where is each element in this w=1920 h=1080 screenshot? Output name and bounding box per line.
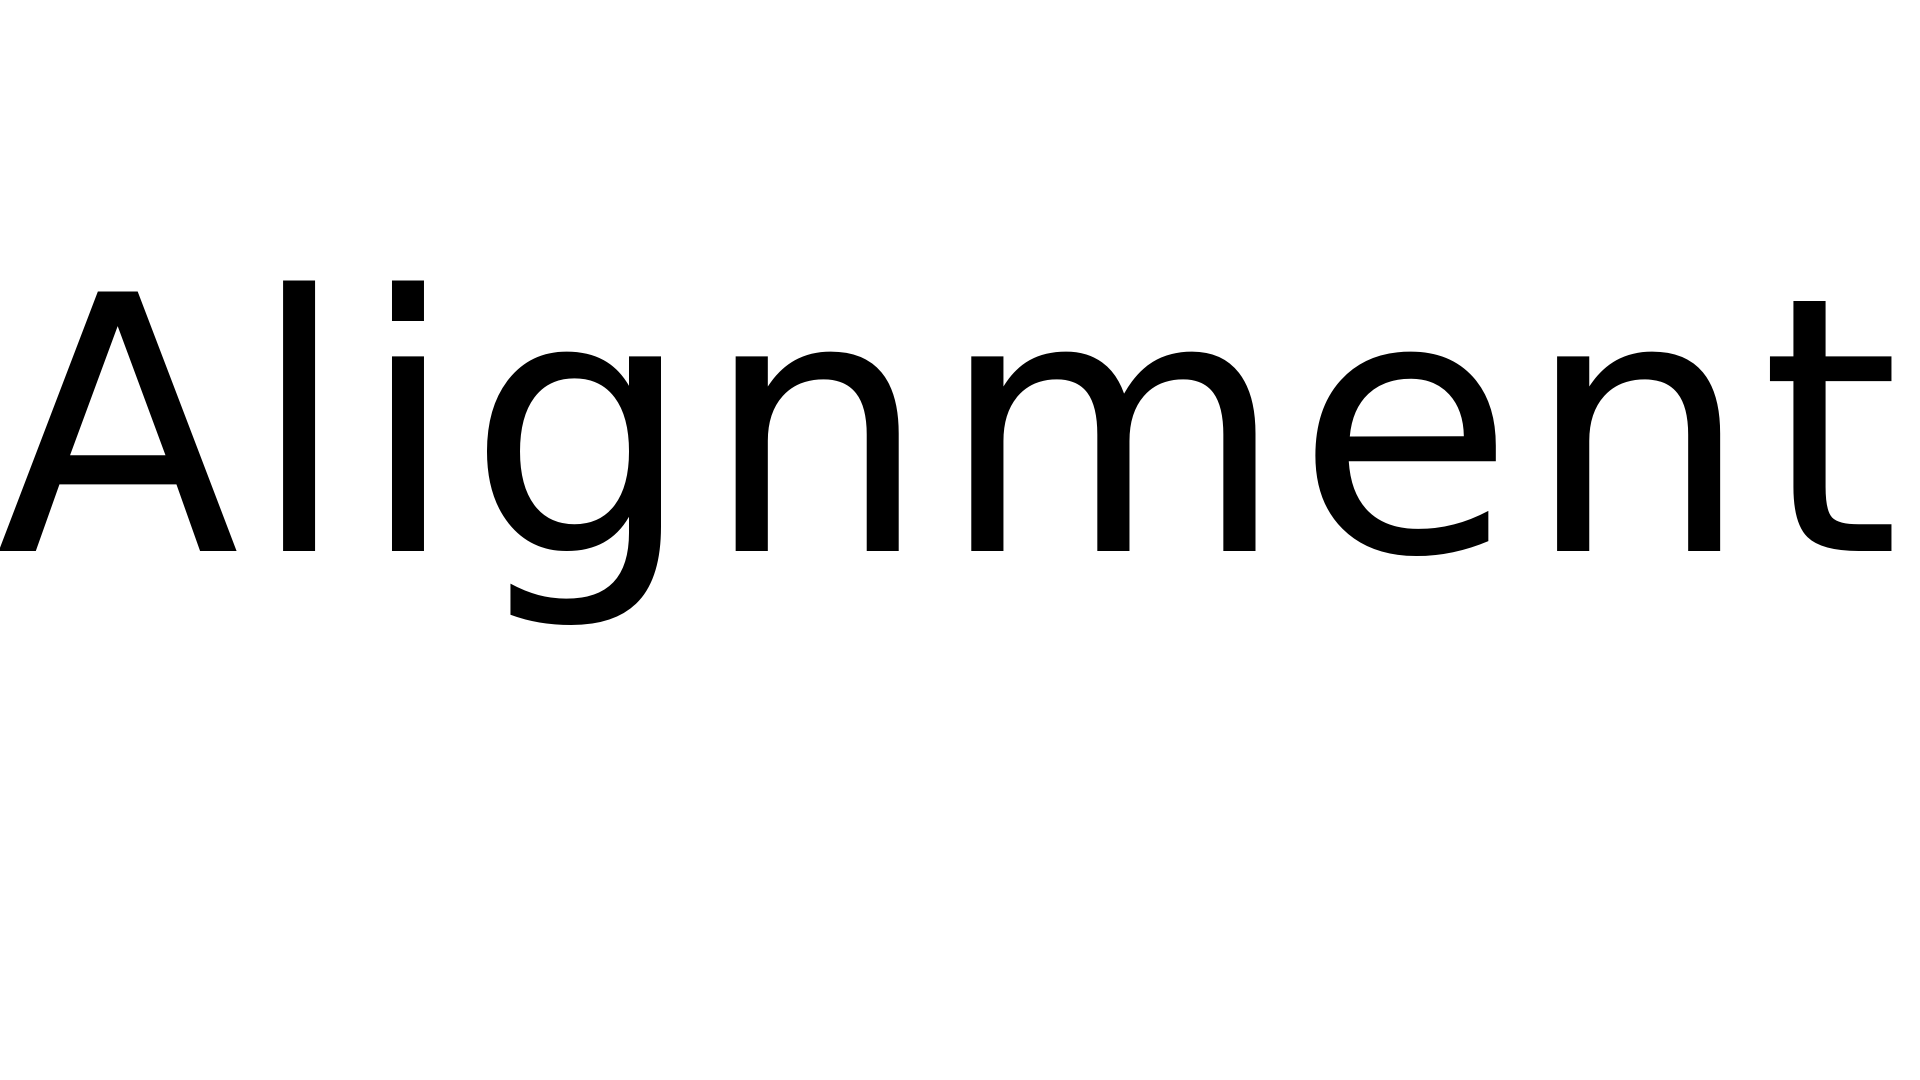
- wordmark-title: Alignment: [0, 221, 1910, 635]
